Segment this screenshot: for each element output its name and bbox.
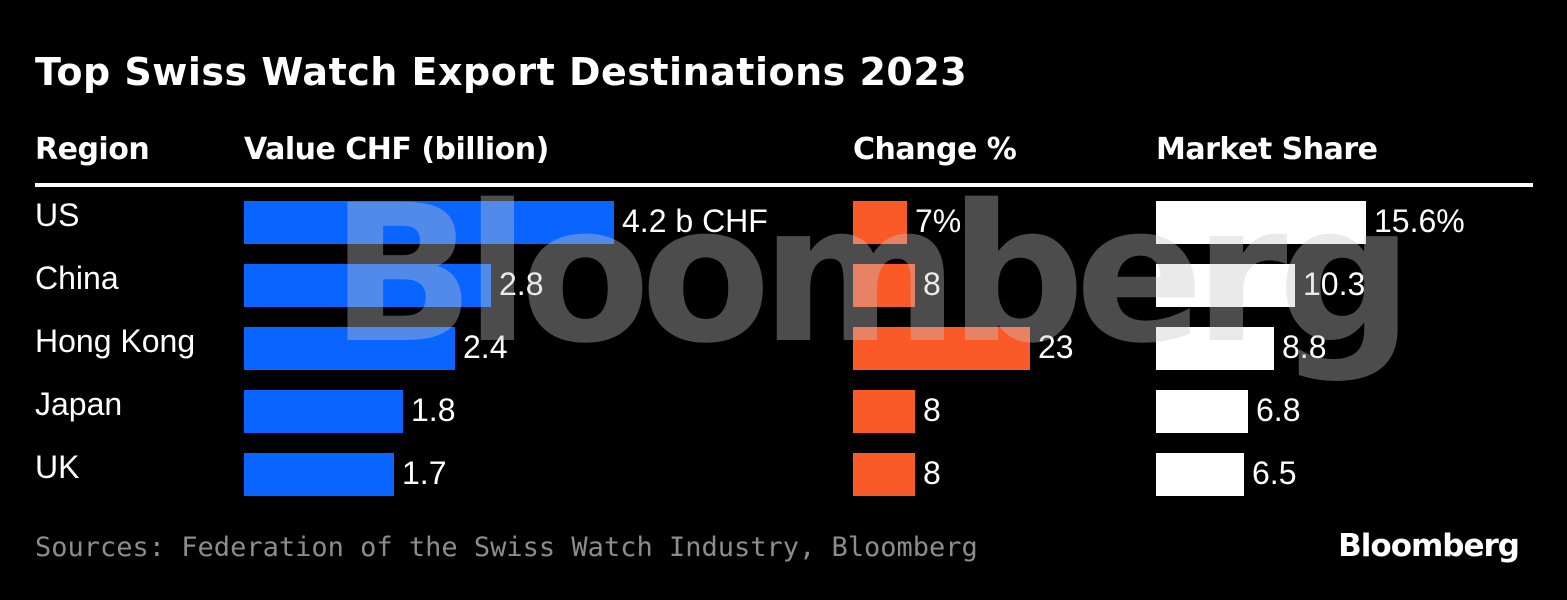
share-bar xyxy=(1156,201,1366,244)
region-label: UK xyxy=(35,449,80,485)
share-bar xyxy=(1156,453,1244,496)
change-bar xyxy=(853,201,907,244)
share-bar xyxy=(1156,327,1274,370)
bloomberg-logo: Bloomberg xyxy=(1338,528,1520,564)
change-bar xyxy=(853,453,915,496)
region-label: Hong Kong xyxy=(35,323,196,359)
change-bar xyxy=(853,264,915,307)
region-label: US xyxy=(35,197,80,233)
column-header-change: Change % xyxy=(853,132,1017,167)
value-label: 4.2 b CHF xyxy=(622,203,768,239)
change-label: 8 xyxy=(923,266,941,302)
value-label: 2.4 xyxy=(463,329,508,365)
chart-title: Top Swiss Watch Export Destinations 2023 xyxy=(35,50,968,94)
watermark: Bloomberg xyxy=(330,164,1414,385)
value-bar xyxy=(244,201,614,244)
change-bar xyxy=(853,390,915,433)
value-label: 2.8 xyxy=(499,266,544,302)
header-divider xyxy=(35,183,1533,187)
column-header-region: Region xyxy=(35,132,150,167)
share-label: 6.5 xyxy=(1252,455,1297,491)
share-label: 8.8 xyxy=(1282,329,1327,365)
change-label: 7% xyxy=(915,203,962,239)
share-bar xyxy=(1156,390,1248,433)
share-label: 10.3 xyxy=(1303,266,1366,302)
share-label: 6.8 xyxy=(1256,392,1301,428)
value-bar xyxy=(244,453,394,496)
change-label: 8 xyxy=(923,392,941,428)
source-note: Sources: Federation of the Swiss Watch I… xyxy=(35,532,978,563)
column-header-value: Value CHF (billion) xyxy=(244,132,549,167)
value-bar xyxy=(244,390,403,433)
value-bar xyxy=(244,264,491,307)
change-bar xyxy=(853,327,1030,370)
change-label: 8 xyxy=(923,455,941,491)
value-bar xyxy=(244,327,455,370)
change-label: 23 xyxy=(1038,329,1074,365)
region-label: Japan xyxy=(35,386,123,422)
region-label: China xyxy=(35,260,119,296)
share-label: 15.6% xyxy=(1374,203,1465,239)
share-bar xyxy=(1156,264,1295,307)
value-label: 1.7 xyxy=(402,455,447,491)
column-header-market-share: Market Share xyxy=(1156,132,1378,167)
value-label: 1.8 xyxy=(411,392,456,428)
